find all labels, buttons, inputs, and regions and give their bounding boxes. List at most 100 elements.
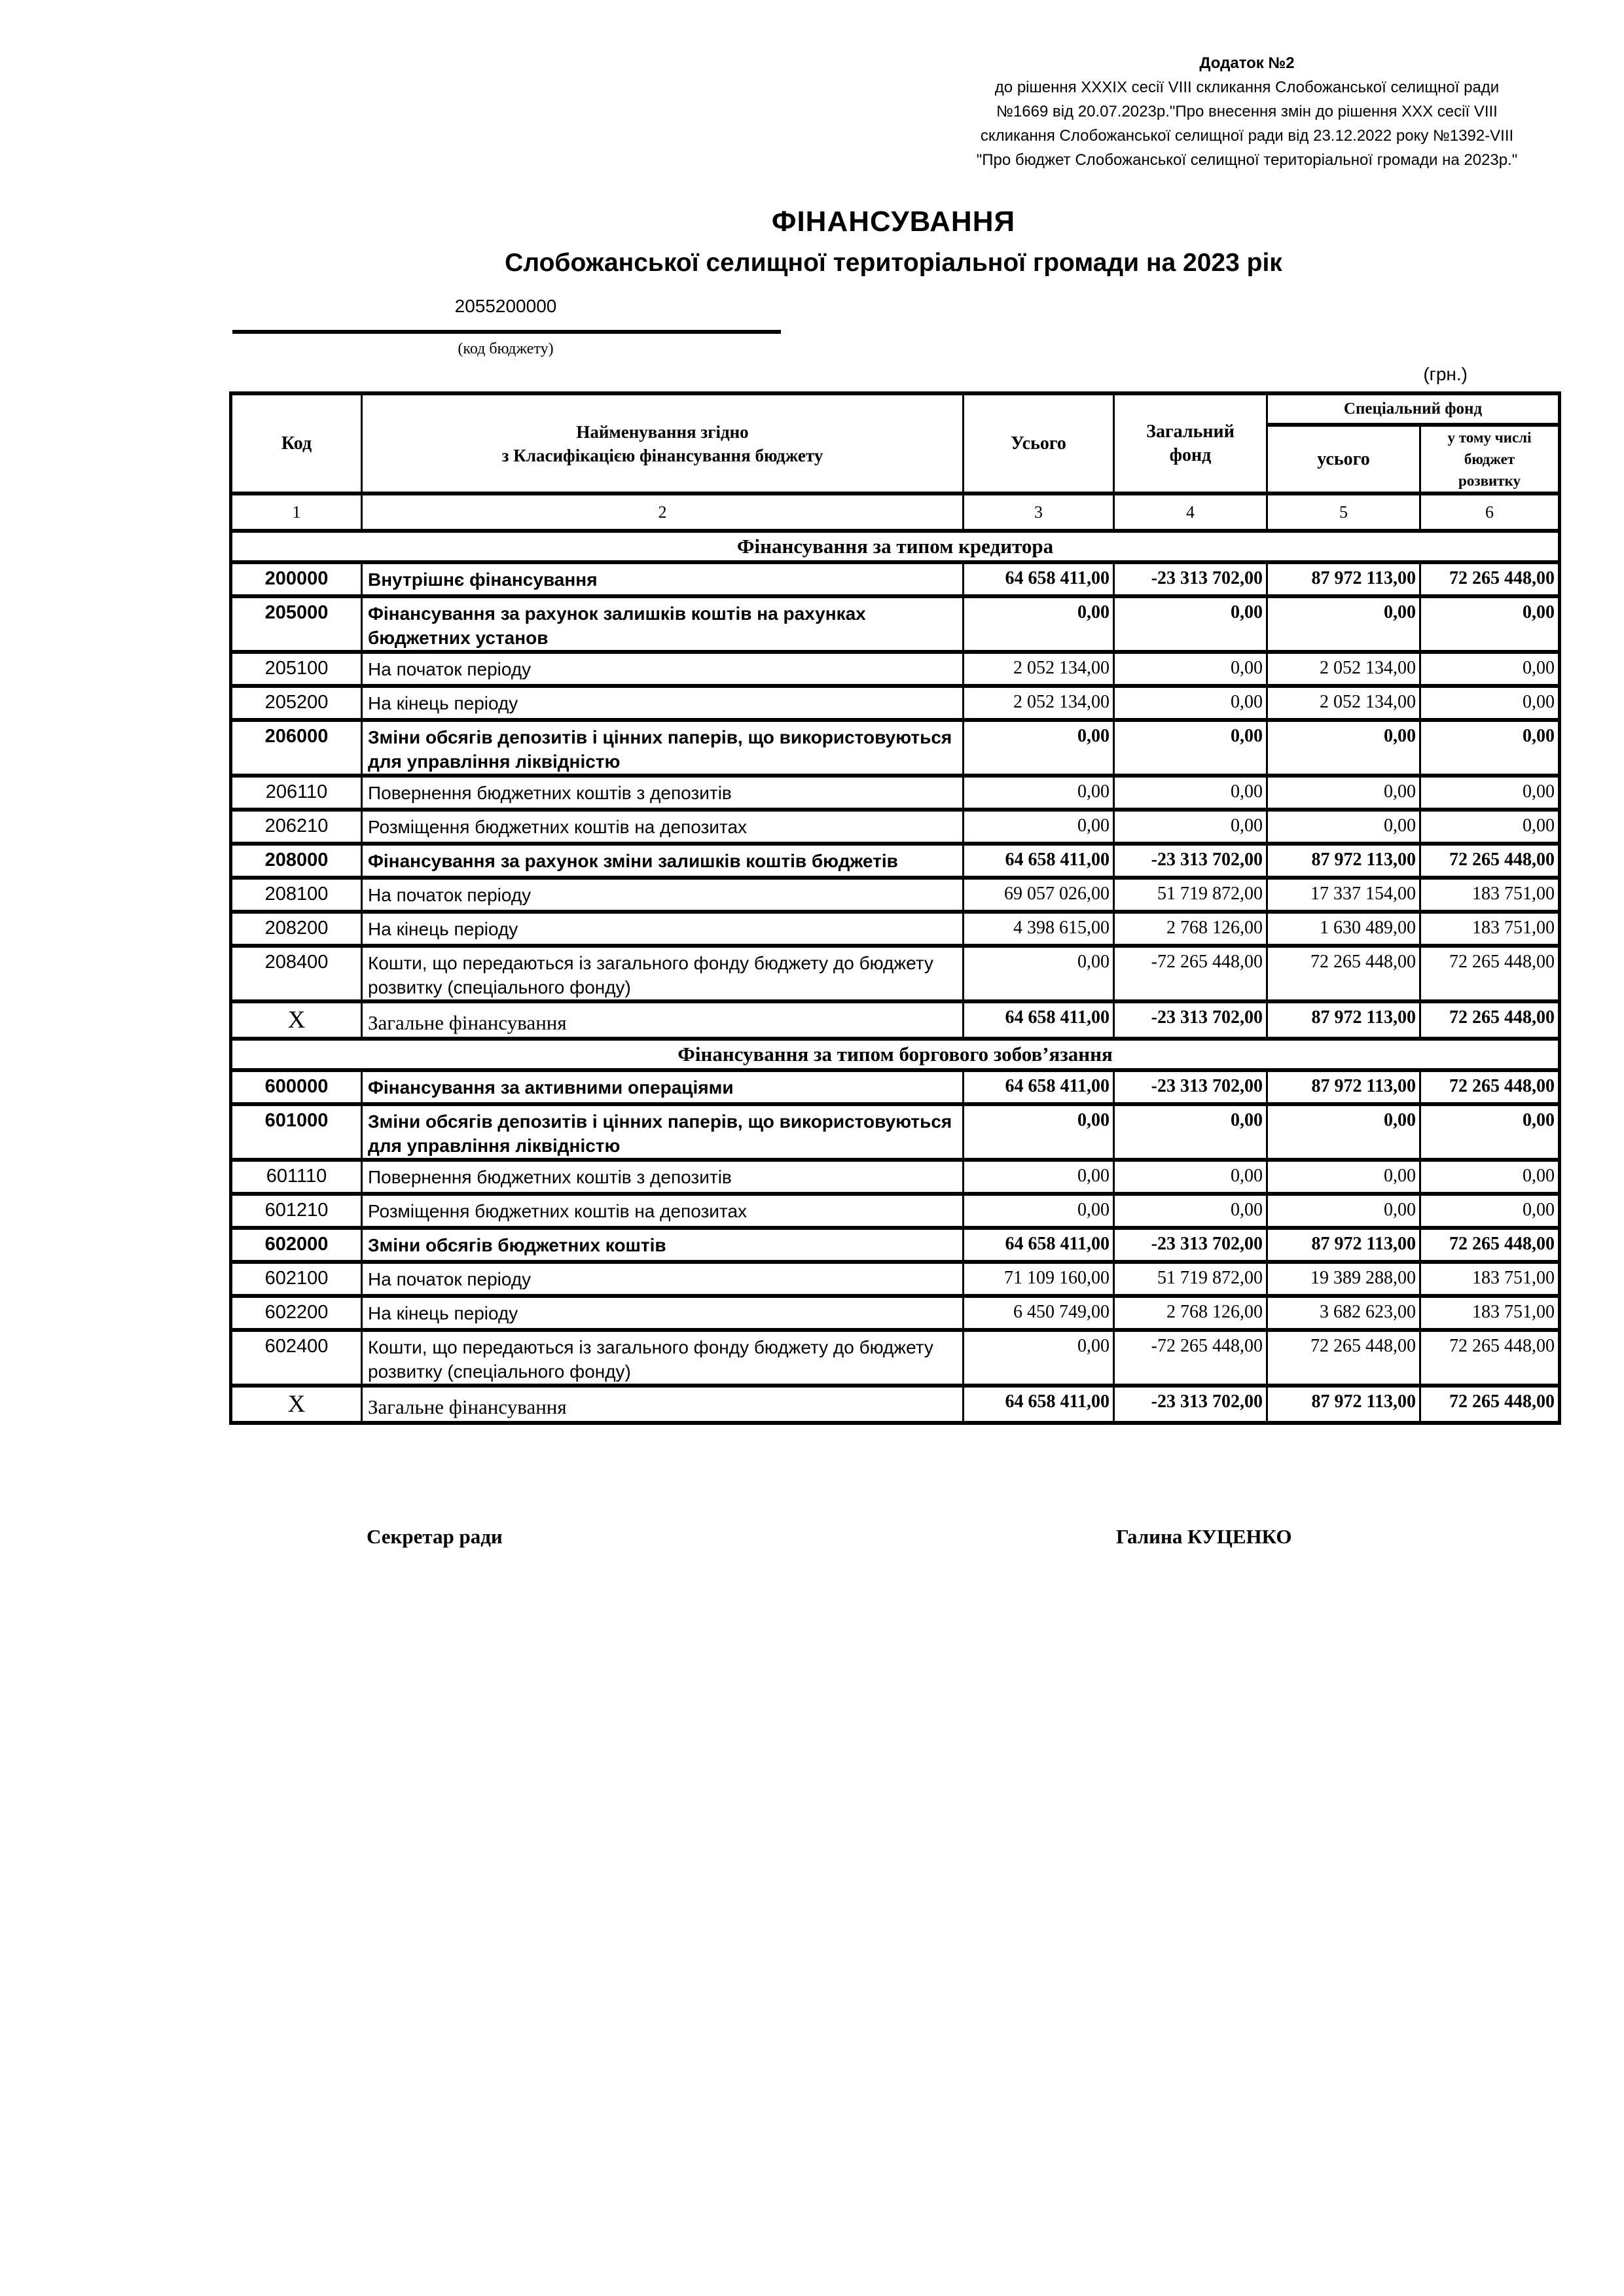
table-row: 206000 Зміни обсягів депозитів і цінних … xyxy=(230,718,1561,778)
row-name: Зміни обсягів депозитів і цінних паперів… xyxy=(361,1102,964,1162)
row-value-special-total: 1 630 489,00 xyxy=(1266,910,1421,948)
row-value-special-dev: 0,00 xyxy=(1419,808,1561,846)
table-row: 206210 Розміщення бюджетних коштів на де… xyxy=(230,808,1561,846)
footer-signature-role: Секретар ради xyxy=(367,1525,503,1548)
col-header-special-dev: у тому числі бюджет розвитку xyxy=(1419,423,1561,495)
table-row: 600000 Фінансування за активними операці… xyxy=(230,1068,1561,1106)
row-value-total: 64 658 411,00 xyxy=(962,999,1115,1041)
row-name: Зміни обсягів бюджетних коштів xyxy=(361,1226,964,1264)
row-name: На кінець періоду xyxy=(361,1294,964,1332)
row-value-general-fund: -72 265 448,00 xyxy=(1113,1328,1268,1388)
row-value-total: 64 658 411,00 xyxy=(962,560,1115,598)
row-code: 602200 xyxy=(230,1294,363,1332)
col-header-total: Усього xyxy=(962,391,1115,495)
row-value-total: 64 658 411,00 xyxy=(962,1384,1115,1425)
row-value-special-dev: 183 751,00 xyxy=(1419,1294,1561,1332)
row-value-total: 4 398 615,00 xyxy=(962,910,1115,948)
row-value-special-total: 0,00 xyxy=(1266,594,1421,654)
document-title: ФІНАНСУВАННЯ xyxy=(771,206,1016,238)
row-value-special-total: 0,00 xyxy=(1266,1192,1421,1230)
table-row: 205200 На кінець періоду 2 052 134,00 0,… xyxy=(230,684,1561,722)
row-value-special-total: 2 052 134,00 xyxy=(1266,684,1421,722)
col-header-general-fund-line: фонд xyxy=(1169,444,1212,465)
row-code: 205000 xyxy=(230,594,363,654)
table-row: 602100 На початок періоду 71 109 160,00 … xyxy=(230,1260,1561,1298)
row-value-total: 0,00 xyxy=(962,1328,1115,1388)
row-value-general-fund: 0,00 xyxy=(1113,1158,1268,1196)
col-number: 4 xyxy=(1113,492,1268,533)
row-value-special-dev: 72 265 448,00 xyxy=(1419,1328,1561,1388)
row-value-total: 71 109 160,00 xyxy=(962,1260,1115,1298)
table-total-row: X Загальне фінансування 64 658 411,00 -2… xyxy=(230,999,1561,1041)
row-value-special-dev: 72 265 448,00 xyxy=(1419,560,1561,598)
row-value-general-fund: 0,00 xyxy=(1113,1192,1268,1230)
currency-unit-note: (грн.) xyxy=(1423,364,1468,384)
row-name: Фінансування за активними операціями xyxy=(361,1068,964,1106)
table-total-row: X Загальне фінансування 64 658 411,00 -2… xyxy=(230,1384,1561,1425)
col-header-code: Код xyxy=(230,391,363,495)
row-value-special-total: 0,00 xyxy=(1266,808,1421,846)
row-value-special-dev: 0,00 xyxy=(1419,684,1561,722)
row-value-special-dev: 0,00 xyxy=(1419,594,1561,654)
row-value-special-total: 19 389 288,00 xyxy=(1266,1260,1421,1298)
row-code: 601210 xyxy=(230,1192,363,1230)
row-value-special-total: 87 972 113,00 xyxy=(1266,560,1421,598)
table-row: 200000 Внутрішнє фінансування 64 658 411… xyxy=(230,560,1561,598)
section-header-credit: Фінансування за типом кредитора xyxy=(230,529,1561,564)
appendix-line: "Про бюджет Слобожанської селищної терит… xyxy=(976,151,1518,169)
row-code: 601000 xyxy=(230,1102,363,1162)
row-value-special-dev: 72 265 448,00 xyxy=(1419,1068,1561,1106)
appendix-line: №1669 від 20.07.2023р."Про внесення змін… xyxy=(996,103,1498,120)
row-value-special-dev: 0,00 xyxy=(1419,1192,1561,1230)
row-value-special-dev: 183 751,00 xyxy=(1419,910,1561,948)
row-name: Фінансування за рахунок зміни залишків к… xyxy=(361,842,964,880)
col-header-special-dev-line: розвитку xyxy=(1458,473,1521,489)
row-code: 208100 xyxy=(230,876,363,914)
row-value-special-total: 72 265 448,00 xyxy=(1266,1328,1421,1388)
row-code: 206210 xyxy=(230,808,363,846)
row-value-total: 0,00 xyxy=(962,808,1115,846)
row-value-special-total: 87 972 113,00 xyxy=(1266,1384,1421,1425)
row-value-special-dev: 72 265 448,00 xyxy=(1419,944,1561,1003)
row-value-general-fund: 2 768 126,00 xyxy=(1113,910,1268,948)
row-code: 205100 xyxy=(230,650,363,688)
row-name: На початок періоду xyxy=(361,650,964,688)
row-value-total: 64 658 411,00 xyxy=(962,1068,1115,1106)
col-number: 1 xyxy=(230,492,363,533)
row-name: Зміни обсягів депозитів і цінних паперів… xyxy=(361,718,964,778)
row-value-special-dev: 72 265 448,00 xyxy=(1419,1226,1561,1264)
row-value-special-dev: 0,00 xyxy=(1419,718,1561,778)
row-value-special-dev: 72 265 448,00 xyxy=(1419,999,1561,1041)
row-code: 205200 xyxy=(230,684,363,722)
col-number: 6 xyxy=(1419,492,1561,533)
footer-signature-name: Галина КУЦЕНКО xyxy=(1116,1525,1292,1548)
row-value-general-fund: -23 313 702,00 xyxy=(1113,1384,1268,1425)
table-row: 602400 Кошти, що передаються із загально… xyxy=(230,1328,1561,1388)
row-value-general-fund: -23 313 702,00 xyxy=(1113,999,1268,1041)
col-header-general-fund: Загальний фонд xyxy=(1113,391,1268,495)
row-value-general-fund: 0,00 xyxy=(1113,1102,1268,1162)
row-value-general-fund: 51 719 872,00 xyxy=(1113,1260,1268,1298)
row-value-total: 0,00 xyxy=(962,1102,1115,1162)
row-name: Фінансування за рахунок залишків коштів … xyxy=(361,594,964,654)
table-row: 206110 Повернення бюджетних коштів з деп… xyxy=(230,774,1561,812)
appendix-line: скликання Слобожанської селищної ради ві… xyxy=(980,127,1514,145)
row-value-general-fund: 2 768 126,00 xyxy=(1113,1294,1268,1332)
row-code: 206110 xyxy=(230,774,363,812)
col-header-general-fund-line: Загальний xyxy=(1146,421,1235,442)
col-header-special-dev-line: у тому числі xyxy=(1447,429,1532,446)
row-name: Розміщення бюджетних коштів на депозитах xyxy=(361,808,964,846)
table-row: 601210 Розміщення бюджетних коштів на де… xyxy=(230,1192,1561,1230)
row-code: 602000 xyxy=(230,1226,363,1264)
row-value-general-fund: 0,00 xyxy=(1113,650,1268,688)
col-header-name: Найменування згідно з Класифікацією фіна… xyxy=(361,391,964,495)
row-value-special-total: 87 972 113,00 xyxy=(1266,1068,1421,1106)
row-name: Повернення бюджетних коштів з депозитів xyxy=(361,1158,964,1196)
section-header-debt: Фінансування за типом боргового зобов’яз… xyxy=(230,1037,1561,1072)
table-row: 208000 Фінансування за рахунок зміни зал… xyxy=(230,842,1561,880)
appendix-line: до рішення XXXIX сесії VIII скликання Сл… xyxy=(994,79,1500,96)
table-row: 601110 Повернення бюджетних коштів з деп… xyxy=(230,1158,1561,1196)
col-header-special-dev-line: бюджет xyxy=(1464,451,1515,467)
row-value-total: 0,00 xyxy=(962,1158,1115,1196)
row-code: 206000 xyxy=(230,718,363,778)
